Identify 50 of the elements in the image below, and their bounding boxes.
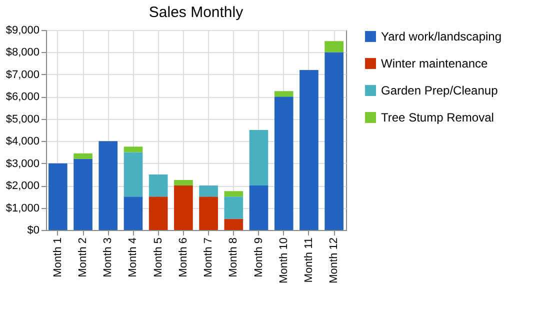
bar bbox=[124, 196, 143, 230]
x-tick-label: Month 5 bbox=[152, 238, 164, 278]
x-tick-label: Month 9 bbox=[252, 238, 265, 278]
bar bbox=[74, 153, 92, 159]
bar bbox=[124, 152, 143, 197]
bar bbox=[224, 218, 244, 230]
x-tick-label: Month 8 bbox=[228, 238, 240, 278]
y-tick-label: $8,000 bbox=[6, 46, 40, 59]
y-tick-label: $1,000 bbox=[6, 202, 40, 214]
bar bbox=[48, 163, 68, 230]
bar bbox=[224, 196, 244, 219]
y-tick-label: $9,000 bbox=[6, 24, 40, 36]
y-tick-label: $6,000 bbox=[6, 91, 40, 104]
bar bbox=[199, 196, 218, 230]
bar bbox=[249, 186, 268, 230]
x-tick-label: Month 10 bbox=[278, 238, 290, 284]
y-tick-label: $5,000 bbox=[6, 113, 40, 126]
bar bbox=[274, 91, 294, 97]
x-tick-label: Month 4 bbox=[127, 238, 140, 278]
x-tick-label: Month 2 bbox=[77, 238, 90, 278]
x-tick-label: Month 1 bbox=[52, 238, 64, 278]
bar bbox=[249, 130, 268, 186]
legend-label: Garden Prep/Cleanup bbox=[381, 84, 498, 98]
bar bbox=[98, 141, 118, 230]
chart-title: Sales Monthly bbox=[148, 4, 244, 21]
bar bbox=[199, 186, 218, 197]
bar bbox=[300, 70, 318, 230]
x-tick-label: Month 7 bbox=[202, 238, 215, 278]
bar bbox=[324, 52, 344, 230]
y-tick-label: $7,000 bbox=[6, 68, 40, 81]
x-tick-label: Month 6 bbox=[177, 238, 190, 278]
x-tick-label: Month 3 bbox=[102, 238, 114, 278]
legend-label: Winter maintenance bbox=[381, 56, 488, 70]
bar bbox=[174, 180, 193, 186]
bar bbox=[274, 96, 294, 230]
bar bbox=[124, 146, 143, 152]
y-tick-label: $3,000 bbox=[6, 158, 40, 170]
bar bbox=[224, 191, 244, 197]
y-tick-label: $0 bbox=[27, 224, 40, 236]
y-tick-label: $2,000 bbox=[6, 180, 40, 192]
bar bbox=[174, 186, 193, 230]
y-tick-label: $4,000 bbox=[6, 136, 40, 148]
x-tick-label: Month 12 bbox=[328, 238, 340, 284]
bar bbox=[148, 174, 168, 197]
bar bbox=[148, 196, 168, 230]
bar bbox=[74, 158, 92, 230]
x-tick-label: Month 11 bbox=[302, 238, 315, 283]
bar bbox=[324, 41, 344, 52]
legend-label: Yard work/landscaping bbox=[381, 30, 502, 44]
legend-label: Tree Stump Removal bbox=[381, 110, 494, 124]
